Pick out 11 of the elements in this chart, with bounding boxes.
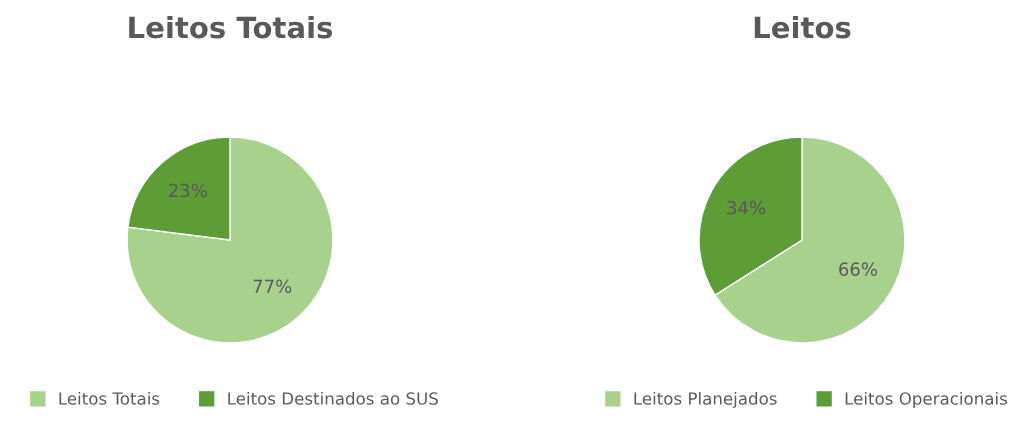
data-label: 77% <box>253 279 292 294</box>
legend-label: Leitos Operacionais <box>845 391 1007 409</box>
data-label: 34% <box>727 200 766 215</box>
legend-label: Leitos Totais <box>59 391 160 405</box>
chart-title: Leitos Totais <box>129 15 333 39</box>
data-label: 23% <box>169 183 207 198</box>
pie-slice <box>126 136 334 344</box>
legend-label: Leitos Destinados ao SUS <box>228 391 438 405</box>
legend-label: Leitos Planejados <box>634 391 777 409</box>
chart-title: Leitos <box>754 15 851 39</box>
data-label: 66% <box>839 262 877 276</box>
